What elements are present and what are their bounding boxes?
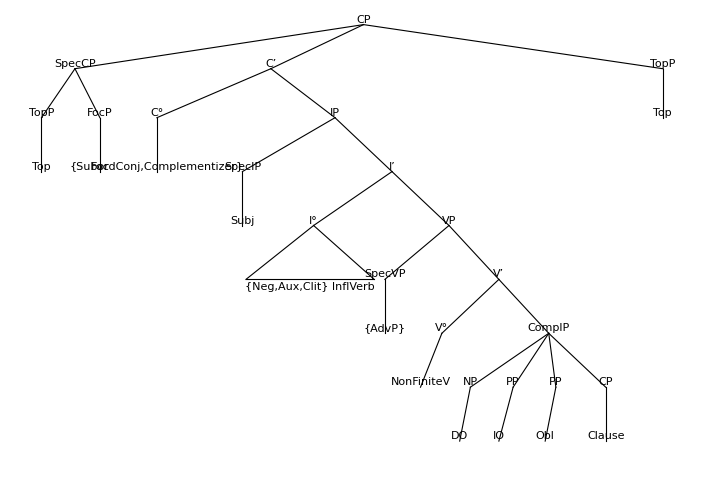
Text: FocP: FocP bbox=[87, 108, 113, 118]
Text: {AdvP}: {AdvP} bbox=[364, 324, 406, 334]
Text: IP: IP bbox=[330, 108, 340, 118]
Text: Subj: Subj bbox=[230, 216, 254, 226]
Text: ComplP: ComplP bbox=[528, 324, 570, 334]
Text: NonFiniteV: NonFiniteV bbox=[390, 377, 451, 387]
Text: Clause: Clause bbox=[587, 431, 624, 441]
Text: PP: PP bbox=[507, 377, 520, 387]
Text: C’: C’ bbox=[265, 58, 276, 68]
Text: SpecCP: SpecCP bbox=[54, 58, 96, 68]
Text: SpecVP: SpecVP bbox=[364, 270, 406, 280]
Text: IO: IO bbox=[493, 431, 505, 441]
Text: CP: CP bbox=[356, 14, 371, 24]
Text: TopP: TopP bbox=[650, 58, 675, 68]
Text: TopP: TopP bbox=[29, 108, 54, 118]
Text: PP: PP bbox=[549, 377, 563, 387]
Text: Top: Top bbox=[32, 162, 51, 172]
Text: Foc: Foc bbox=[90, 162, 109, 172]
Text: V’: V’ bbox=[494, 270, 505, 280]
Text: DO: DO bbox=[451, 431, 468, 441]
Text: {SubordConj,Complementizer}: {SubordConj,Complementizer} bbox=[70, 162, 244, 172]
Text: I°: I° bbox=[309, 216, 318, 226]
Text: V°: V° bbox=[435, 324, 449, 334]
Text: VP: VP bbox=[442, 216, 456, 226]
Text: {Neg,Aux,Clit} InflVerb: {Neg,Aux,Clit} InflVerb bbox=[245, 282, 375, 292]
Text: NP: NP bbox=[463, 377, 478, 387]
Text: C°: C° bbox=[150, 108, 164, 118]
Text: Obl: Obl bbox=[536, 431, 555, 441]
Text: I’: I’ bbox=[389, 162, 395, 172]
Text: Top: Top bbox=[654, 108, 672, 118]
Text: CP: CP bbox=[598, 377, 613, 387]
Text: SpecIP: SpecIP bbox=[224, 162, 261, 172]
